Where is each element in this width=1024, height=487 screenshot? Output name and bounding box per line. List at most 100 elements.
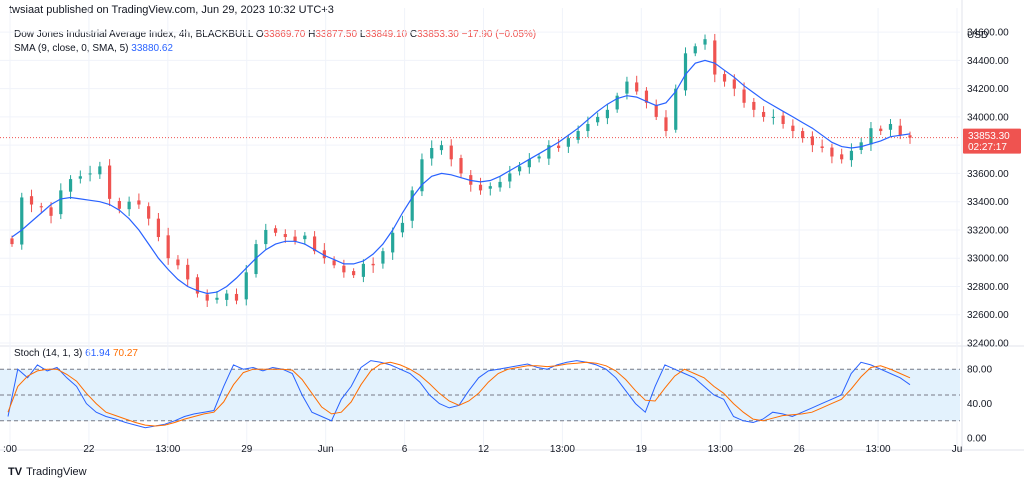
tradingview-logo-icon[interactable]: TV	[8, 466, 23, 478]
candle-body	[664, 117, 668, 132]
candle-body	[576, 131, 580, 140]
candle-body	[557, 145, 561, 148]
stoch-legend: Stoch (14, 1, 3) 61.94 70.27	[14, 348, 138, 359]
candle-body	[205, 294, 209, 301]
candle-body	[488, 186, 492, 189]
candle-body	[888, 123, 893, 130]
candle-body	[771, 116, 775, 118]
stoch-y-tick-label: 0.00	[967, 434, 987, 445]
legend-row-ohlc: Dow Jones Industrial Average Index, 4h, …	[14, 28, 536, 42]
candle-body	[449, 145, 453, 160]
price-badge	[963, 128, 1021, 154]
candle-body	[566, 138, 570, 147]
high-label: H	[308, 29, 316, 40]
sma-label[interactable]: SMA (9, close, 0, SMA, 5)	[14, 43, 129, 54]
candle-body	[39, 206, 43, 208]
brand-label[interactable]: TradingView	[26, 466, 87, 478]
y-tick-label: 34000.00	[967, 112, 1009, 123]
stoch-d-value: 70.27	[112, 348, 138, 359]
x-tick-label: 12	[478, 444, 490, 455]
candle-body	[156, 218, 161, 238]
close-value: 33853.30	[417, 29, 459, 40]
low-value: 33849.10	[365, 29, 408, 40]
candle-body	[547, 145, 551, 159]
symbol-label[interactable]: Dow Jones Industrial Average Index, 4h, …	[14, 29, 254, 40]
candle-body	[693, 46, 697, 54]
candle-body	[615, 95, 619, 110]
candle-body	[498, 181, 502, 188]
candle-body	[517, 166, 522, 172]
stoch-label[interactable]: Stoch (14, 1, 3)	[14, 348, 83, 359]
candle-body	[264, 229, 268, 245]
candle-body	[88, 173, 92, 175]
y-tick-label: 33400.00	[967, 197, 1009, 208]
candle-body	[674, 88, 678, 130]
stoch-pane	[0, 360, 960, 429]
change-value: −17.90 (−0.05%)	[461, 29, 537, 40]
x-tick-label: 26	[794, 444, 806, 455]
candle-body	[761, 111, 766, 117]
candle-body	[234, 293, 239, 301]
axes: :00 22 13:00 29 Jun 6 12 13:00 19 13:00 26 13:00 Ju U…	[3, 28, 1021, 455]
candle-body	[322, 250, 326, 259]
candle-body	[410, 190, 414, 221]
candle-body	[849, 150, 854, 161]
candle-body	[508, 173, 512, 182]
candle-body	[166, 235, 170, 259]
candle-body	[283, 234, 287, 238]
candle-body	[400, 222, 405, 233]
candle-body	[147, 206, 151, 219]
candle-body	[273, 228, 278, 233]
price-badge-countdown: 02:27:17	[968, 142, 1007, 153]
currency-label: USD	[967, 30, 988, 41]
x-tick-label: 6	[402, 444, 408, 455]
candle-body	[869, 128, 873, 145]
x-tick-label: Jun	[318, 444, 334, 455]
footer: TV TradingView	[8, 466, 87, 478]
candle-body	[898, 125, 902, 136]
candle-body	[20, 197, 24, 245]
candle-body	[176, 259, 180, 266]
open-value: 33869.70	[263, 29, 306, 40]
main-legend: Dow Jones Industrial Average Index, 4h, …	[14, 28, 536, 56]
candle-body	[654, 104, 658, 117]
x-tick-label: 22	[83, 444, 95, 455]
candle-body	[625, 81, 629, 94]
candle-body	[742, 89, 746, 103]
y-tick-label: 33200.00	[967, 225, 1009, 236]
publish-info: twsiaat published on TradingView.com, Ju…	[9, 4, 334, 16]
y-tick-label: 34400.00	[967, 56, 1009, 67]
candle-body	[332, 260, 336, 266]
candle-body	[98, 166, 102, 175]
candle-body	[68, 179, 73, 192]
x-tick-label: 13:00	[155, 444, 180, 455]
candle-body	[908, 135, 912, 138]
candle-body	[195, 277, 200, 294]
candle-body	[108, 165, 112, 199]
candle-body	[420, 159, 424, 192]
candle-body	[303, 235, 307, 240]
candle-body	[78, 176, 82, 179]
candle-body	[478, 184, 483, 191]
candle-body	[586, 123, 590, 132]
candle-body	[186, 264, 190, 280]
stoch-k-value: 61.94	[85, 348, 111, 359]
candle-body	[605, 109, 610, 119]
x-tick-label: :00	[3, 444, 17, 455]
candle-body	[381, 251, 385, 264]
candle-body	[29, 196, 34, 205]
y-tick-label: 32400.00	[967, 339, 1009, 350]
candle-body	[644, 90, 649, 103]
candle-body	[537, 156, 541, 159]
candle-body	[596, 116, 600, 123]
legend-row-sma: SMA (9, close, 0, SMA, 5) 33880.62	[14, 42, 536, 56]
candle-body	[752, 101, 756, 110]
candle-body	[254, 244, 258, 275]
x-tick-label: 13:00	[708, 444, 733, 455]
candle-body	[732, 79, 736, 89]
stoch-series-line	[7, 361, 911, 427]
x-tick-label: 13:00	[866, 444, 891, 455]
x-tick-label: 19	[636, 444, 648, 455]
candle-body	[127, 201, 131, 210]
